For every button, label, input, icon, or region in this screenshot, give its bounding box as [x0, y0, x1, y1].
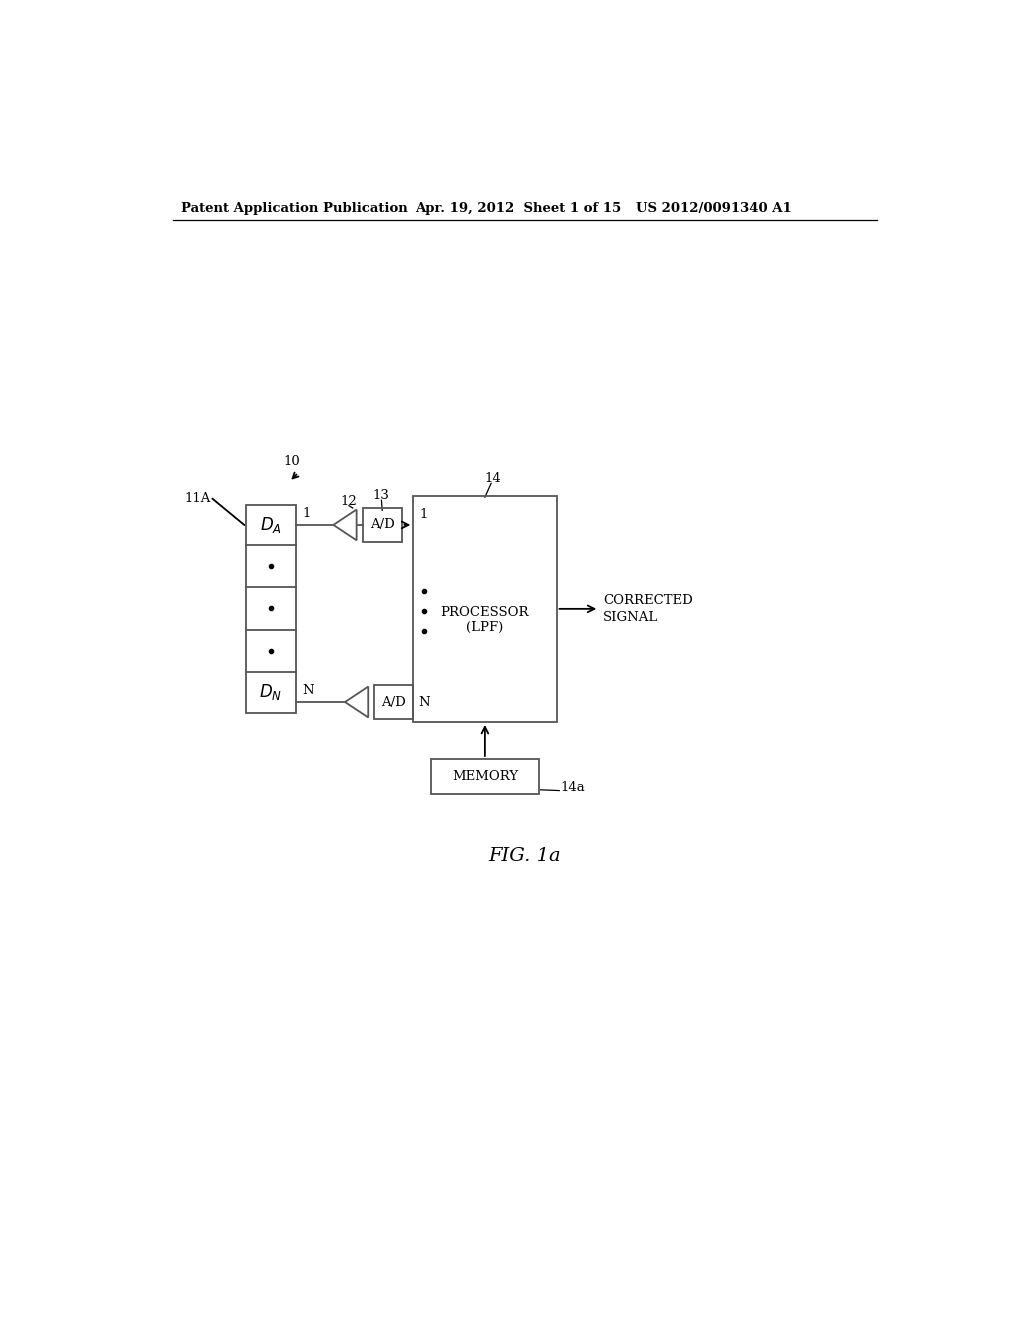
Text: 10: 10 [283, 454, 300, 467]
Text: MEMORY: MEMORY [452, 770, 518, 783]
Text: FIG. 1a: FIG. 1a [488, 847, 561, 865]
Text: $D_A$: $D_A$ [260, 515, 282, 535]
Text: Patent Application Publication: Patent Application Publication [180, 202, 408, 215]
Text: A/D: A/D [382, 696, 407, 709]
Text: 12: 12 [341, 495, 357, 508]
Bar [362, 508, 401, 543]
Text: Apr. 19, 2012  Sheet 1 of 15: Apr. 19, 2012 Sheet 1 of 15 [415, 202, 621, 215]
Text: 13: 13 [372, 490, 389, 502]
Text: N: N [418, 696, 430, 709]
Text: US 2012/0091340 A1: US 2012/0091340 A1 [636, 202, 792, 215]
Bar [246, 506, 296, 713]
Text: $D_N$: $D_N$ [259, 682, 283, 702]
Bar [375, 685, 414, 719]
Bar [414, 496, 557, 722]
Text: CORRECTED
SIGNAL: CORRECTED SIGNAL [603, 594, 693, 624]
Text: 1: 1 [420, 508, 428, 520]
Text: 14: 14 [484, 473, 501, 486]
Bar [431, 759, 540, 795]
Text: N: N [302, 684, 314, 697]
Text: PROCESSOR
(LPF): PROCESSOR (LPF) [440, 606, 529, 635]
Text: 11A: 11A [184, 492, 211, 506]
Text: 14a: 14a [561, 781, 586, 795]
Text: 1: 1 [302, 507, 310, 520]
Text: A/D: A/D [370, 519, 394, 532]
